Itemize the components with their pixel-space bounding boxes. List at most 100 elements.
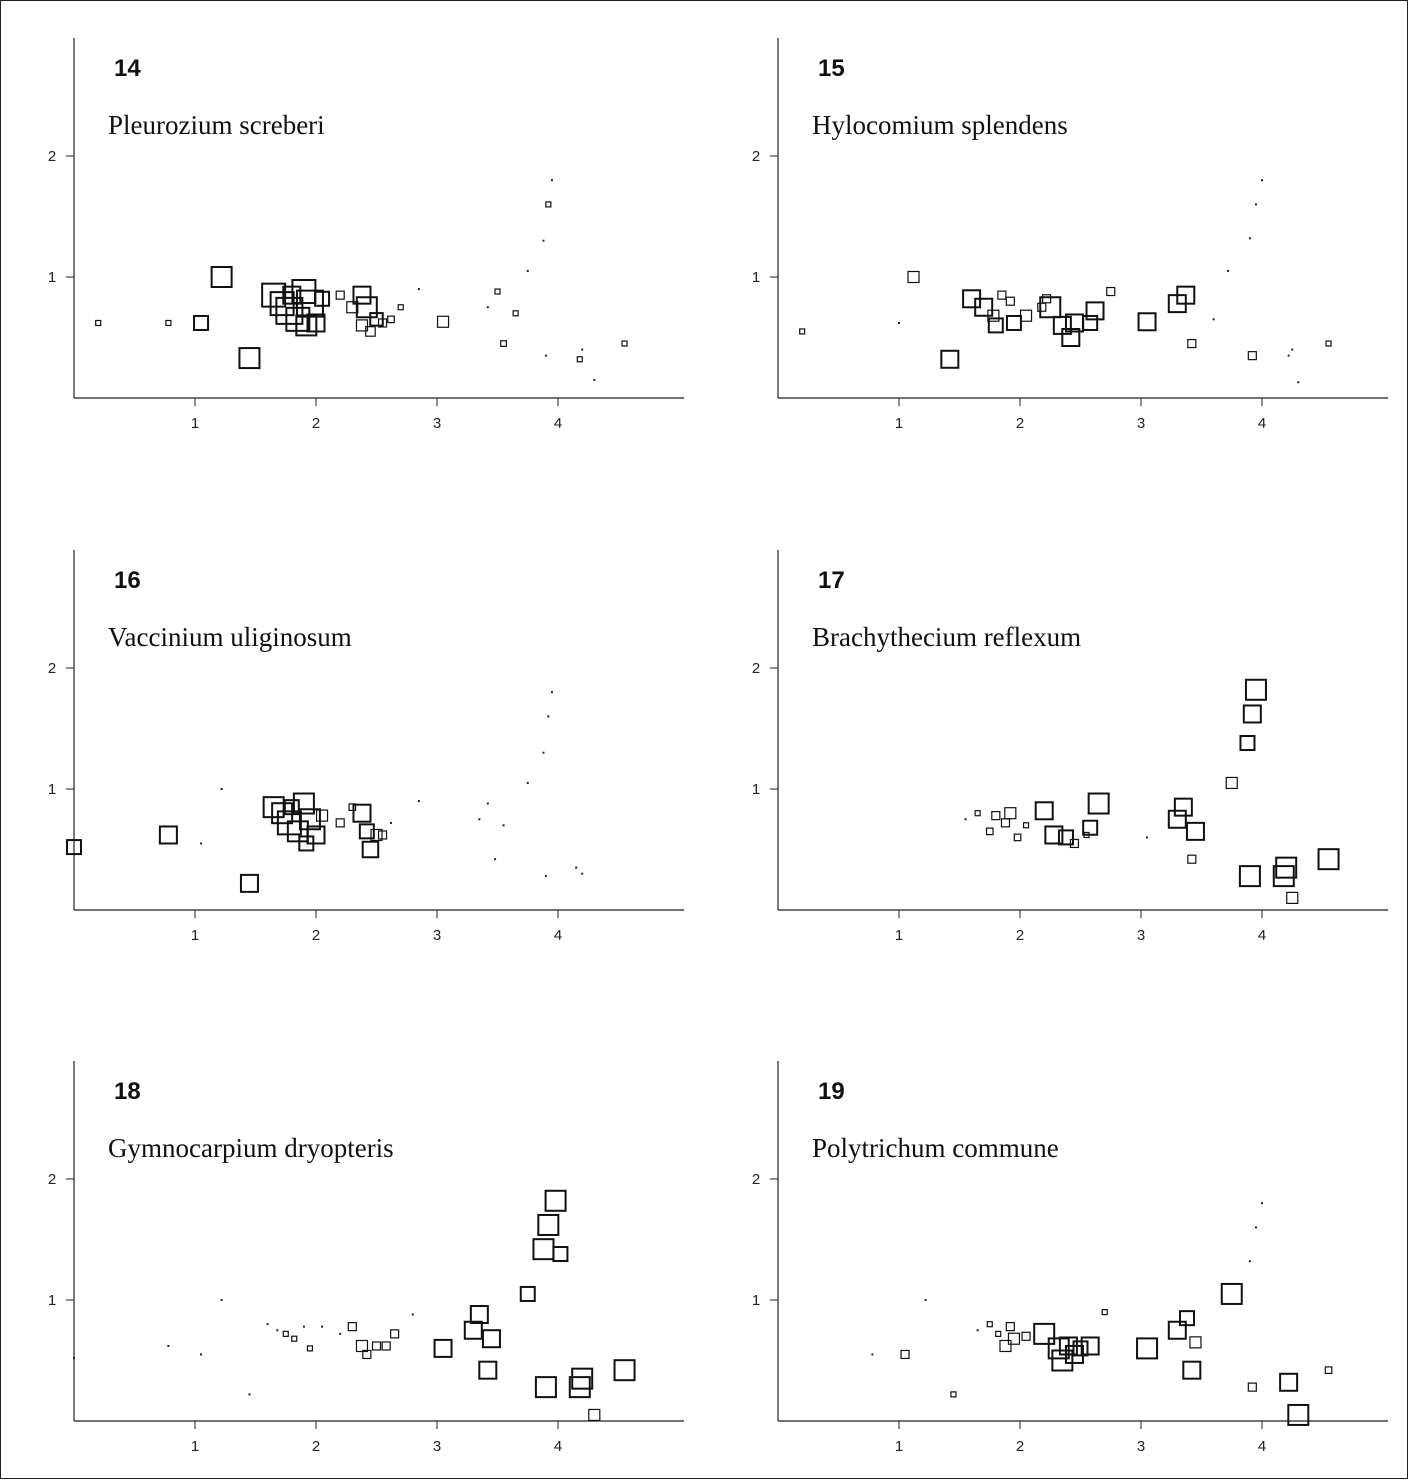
data-point [286, 820, 309, 843]
panel-number: 18 [114, 1078, 141, 1105]
data-point [1279, 1372, 1299, 1392]
panel-title: Brachythecium reflexum [812, 622, 1081, 652]
data-point [292, 792, 315, 815]
data-point [871, 1353, 874, 1356]
data-point [1044, 825, 1064, 845]
data-point [568, 1376, 591, 1399]
data-point [1254, 203, 1257, 206]
data-point [502, 824, 505, 827]
data-point [593, 378, 596, 381]
data-point [1167, 1320, 1187, 1340]
data-point [1136, 1337, 1159, 1360]
data-point [1101, 1308, 1108, 1316]
data-point [964, 818, 967, 821]
data-point [526, 781, 529, 784]
data-point [500, 340, 507, 347]
data-point [397, 304, 404, 311]
data-point [276, 1329, 279, 1332]
data-point [1324, 1366, 1333, 1375]
y-tick-label: 2 [752, 1171, 760, 1188]
data-point [1239, 735, 1256, 752]
data-point [976, 1329, 979, 1332]
data-point [306, 1345, 314, 1352]
data-point [377, 830, 388, 840]
data-point [1087, 792, 1110, 815]
data-point [974, 297, 994, 317]
data-point [1220, 1282, 1243, 1305]
data-point [991, 811, 1001, 821]
data-point [550, 179, 553, 182]
data-point [1005, 314, 1022, 331]
data-point [1137, 312, 1157, 332]
x-tick-label: 2 [312, 1438, 320, 1455]
data-point [282, 285, 302, 305]
data-point [200, 1353, 203, 1356]
data-point [200, 842, 203, 845]
data-point [347, 1322, 357, 1332]
data-point [950, 1391, 957, 1398]
data-point [544, 354, 547, 357]
data-point [550, 691, 553, 694]
data-point [532, 1238, 555, 1261]
y-tick-label: 2 [48, 1171, 56, 1188]
data-point [621, 340, 628, 347]
data-point [298, 835, 315, 852]
x-tick-label: 4 [554, 927, 562, 944]
data-point [1005, 1322, 1015, 1332]
data-point [165, 319, 172, 327]
data-point [371, 1341, 382, 1351]
data-point [390, 1329, 400, 1339]
data-point [1244, 678, 1267, 701]
data-point [995, 1330, 1002, 1337]
x-tick-label: 2 [1016, 927, 1024, 944]
data-point [544, 1189, 567, 1212]
data-point [1082, 819, 1099, 836]
data-point [238, 347, 261, 370]
data-point [339, 1332, 342, 1335]
data-point [1022, 822, 1030, 829]
data-point [542, 751, 545, 754]
data-point [1176, 285, 1196, 305]
data-point [291, 1335, 298, 1342]
data-point [986, 1321, 993, 1328]
data-point [1182, 1360, 1202, 1380]
data-point [581, 348, 584, 351]
data-point [1248, 1260, 1251, 1263]
data-point [306, 825, 326, 845]
data-point [352, 803, 372, 823]
data-point [478, 1360, 498, 1380]
data-point [542, 239, 545, 242]
data-point [1085, 301, 1105, 321]
data-point [335, 290, 345, 300]
x-tick-label: 3 [433, 1438, 441, 1455]
data-point [239, 873, 259, 893]
data-point [220, 1299, 223, 1301]
data-point [352, 285, 372, 305]
data-point [534, 1376, 557, 1399]
x-tick-label: 2 [312, 415, 320, 432]
data-point [387, 315, 395, 324]
chart-panel-15: 1 2 3 4 1 2 15 Hylocomium splendens [752, 38, 1388, 432]
data-point [974, 810, 981, 817]
data-point [1287, 354, 1290, 357]
data-point [1189, 1336, 1202, 1349]
data-point [1286, 891, 1299, 905]
y-tick-label: 2 [752, 148, 760, 165]
data-point [1061, 328, 1081, 347]
data-point [1227, 269, 1230, 272]
data-point [1039, 296, 1062, 319]
data-point [1007, 1332, 1021, 1345]
data-point [1042, 294, 1052, 304]
data-point [66, 839, 82, 856]
chart-panel-14: 1 2 3 4 1 2 14 Pleurozium screberi [48, 38, 684, 432]
data-point [1272, 865, 1295, 888]
data-point [571, 1367, 594, 1390]
x-tick-label: 4 [1258, 927, 1266, 944]
panel-number: 14 [114, 55, 141, 82]
data-point [494, 288, 501, 295]
x-tick-label: 3 [1137, 1438, 1145, 1455]
x-tick-label: 1 [895, 1438, 903, 1455]
x-tick-label: 4 [1258, 1438, 1266, 1455]
data-point [381, 1341, 391, 1351]
data-point [1238, 865, 1261, 888]
